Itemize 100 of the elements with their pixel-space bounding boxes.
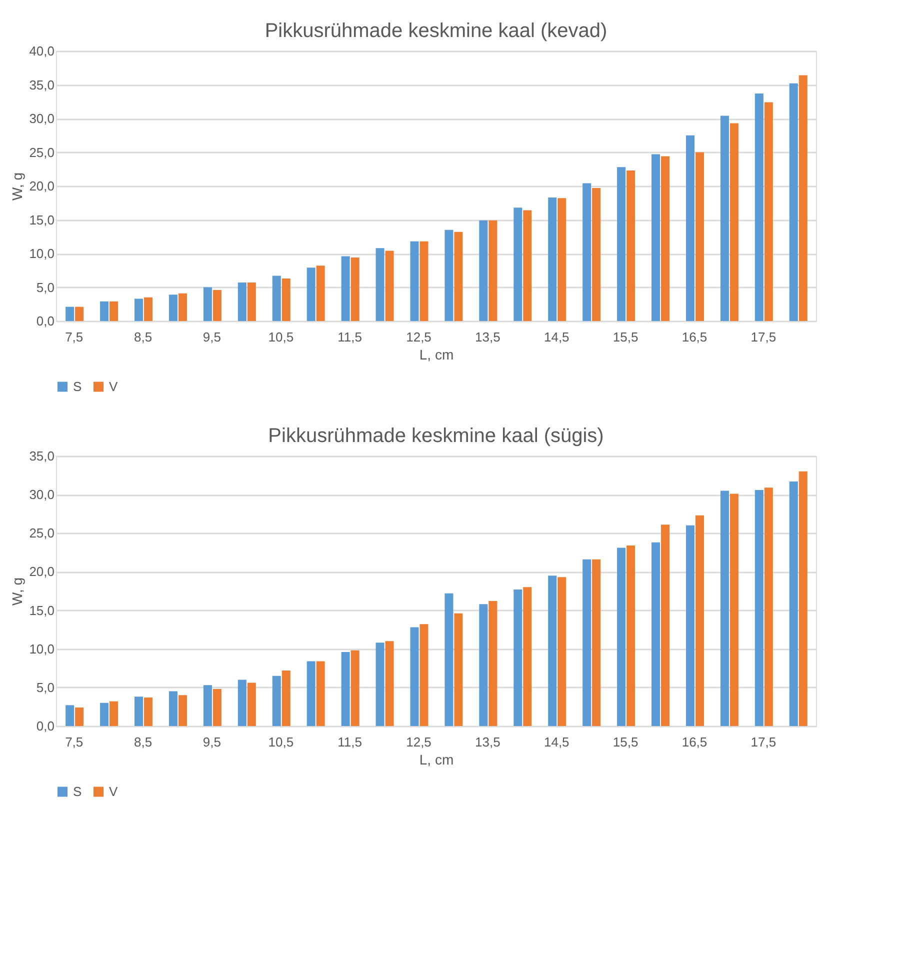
bar bbox=[582, 559, 592, 726]
x-tick-label: 11,5 bbox=[338, 734, 362, 750]
x-tick-label: 15,5 bbox=[612, 330, 638, 344]
x-tick-label: 12,5 bbox=[406, 330, 432, 344]
chart-title: Pikkusrühmade keskmine kaal (sügis) bbox=[268, 425, 604, 447]
bar bbox=[479, 220, 488, 321]
bar bbox=[617, 548, 626, 726]
x-tick-label: 15,5 bbox=[612, 734, 638, 750]
bar bbox=[341, 256, 350, 321]
bar bbox=[798, 471, 808, 726]
bar bbox=[203, 287, 212, 321]
x-tick-label: 16,5 bbox=[682, 330, 708, 344]
bar bbox=[376, 642, 384, 726]
bar bbox=[212, 688, 222, 726]
bar bbox=[720, 490, 729, 726]
bar bbox=[695, 152, 704, 321]
bar bbox=[178, 695, 187, 726]
bar bbox=[376, 248, 384, 321]
y-tick-label: 5,0 bbox=[36, 280, 54, 295]
x-tick-label: 10,5 bbox=[268, 734, 294, 750]
bar bbox=[75, 707, 84, 726]
bar bbox=[686, 135, 695, 321]
x-axis-title: L, cm bbox=[419, 346, 454, 362]
bar bbox=[247, 682, 256, 726]
bar bbox=[764, 102, 773, 321]
y-tick-label: 0,0 bbox=[36, 718, 54, 734]
bar bbox=[100, 702, 109, 726]
x-axis-title: L, cm bbox=[419, 752, 454, 768]
bar bbox=[479, 604, 488, 726]
bar bbox=[488, 601, 498, 726]
bar bbox=[110, 701, 118, 726]
bar bbox=[75, 306, 84, 321]
bar bbox=[385, 641, 394, 726]
y-tick-label: 15,0 bbox=[29, 602, 54, 618]
bar bbox=[316, 661, 325, 726]
bar bbox=[66, 705, 74, 726]
bar bbox=[203, 685, 212, 726]
legend-label: V bbox=[109, 784, 118, 799]
bar bbox=[686, 525, 695, 726]
bar bbox=[316, 266, 325, 321]
legend-label: V bbox=[109, 378, 118, 394]
bar bbox=[168, 691, 178, 726]
bar bbox=[212, 290, 222, 321]
bar bbox=[652, 154, 660, 321]
bar bbox=[350, 650, 360, 726]
bar bbox=[238, 680, 246, 726]
bar bbox=[798, 75, 808, 321]
bar bbox=[754, 490, 764, 726]
y-tick-label: 35,0 bbox=[29, 448, 54, 464]
bar bbox=[730, 123, 738, 321]
x-tick-label: 17,5 bbox=[750, 330, 776, 344]
bar bbox=[754, 94, 764, 321]
bar bbox=[617, 167, 626, 321]
bar bbox=[558, 577, 566, 726]
bar bbox=[272, 276, 281, 321]
y-tick-label: 10,0 bbox=[29, 641, 54, 656]
bar bbox=[134, 298, 144, 321]
x-tick-label: 12,5 bbox=[406, 734, 432, 750]
bar bbox=[410, 241, 419, 321]
bar bbox=[720, 116, 729, 321]
x-tick-label: 7,5 bbox=[65, 330, 84, 344]
bar bbox=[789, 481, 798, 726]
bar bbox=[660, 156, 670, 321]
bar bbox=[385, 250, 394, 321]
bar bbox=[350, 258, 360, 321]
y-tick-label: 40,0 bbox=[29, 44, 54, 58]
bar bbox=[144, 297, 153, 321]
y-tick-label: 10,0 bbox=[29, 246, 54, 261]
bar bbox=[66, 306, 74, 321]
bar bbox=[626, 170, 636, 321]
bar bbox=[134, 696, 144, 726]
x-tick-label: 9,5 bbox=[202, 734, 222, 750]
bar bbox=[514, 208, 522, 321]
y-tick-label: 15,0 bbox=[29, 212, 54, 228]
bar bbox=[592, 559, 601, 726]
bar bbox=[592, 188, 601, 321]
x-tick-label: 8,5 bbox=[134, 734, 152, 750]
bar bbox=[410, 627, 419, 726]
chart-title: Pikkusrühmade keskmine kaal (kevad) bbox=[264, 20, 608, 42]
bar bbox=[444, 593, 454, 726]
y-tick-label: 30,0 bbox=[29, 111, 54, 126]
bar bbox=[100, 301, 109, 321]
x-tick-label: 17,5 bbox=[750, 734, 776, 750]
x-tick-label: 8,5 bbox=[134, 330, 152, 344]
x-tick-label: 7,5 bbox=[65, 734, 84, 750]
bar bbox=[420, 624, 428, 726]
y-tick-label: 5,0 bbox=[36, 680, 54, 695]
legend-label: S bbox=[73, 784, 82, 799]
x-tick-label: 9,5 bbox=[202, 330, 222, 344]
y-tick-label: 20,0 bbox=[29, 178, 54, 194]
bar bbox=[764, 488, 773, 726]
bar bbox=[282, 670, 290, 726]
bar bbox=[341, 652, 350, 726]
bar bbox=[247, 282, 256, 321]
y-tick-label: 30,0 bbox=[29, 487, 54, 502]
bar bbox=[730, 494, 738, 726]
bar bbox=[548, 197, 557, 321]
y-axis-title: W, g bbox=[9, 577, 26, 606]
x-tick-label: 16,5 bbox=[682, 734, 708, 750]
legend-label: S bbox=[73, 378, 82, 394]
